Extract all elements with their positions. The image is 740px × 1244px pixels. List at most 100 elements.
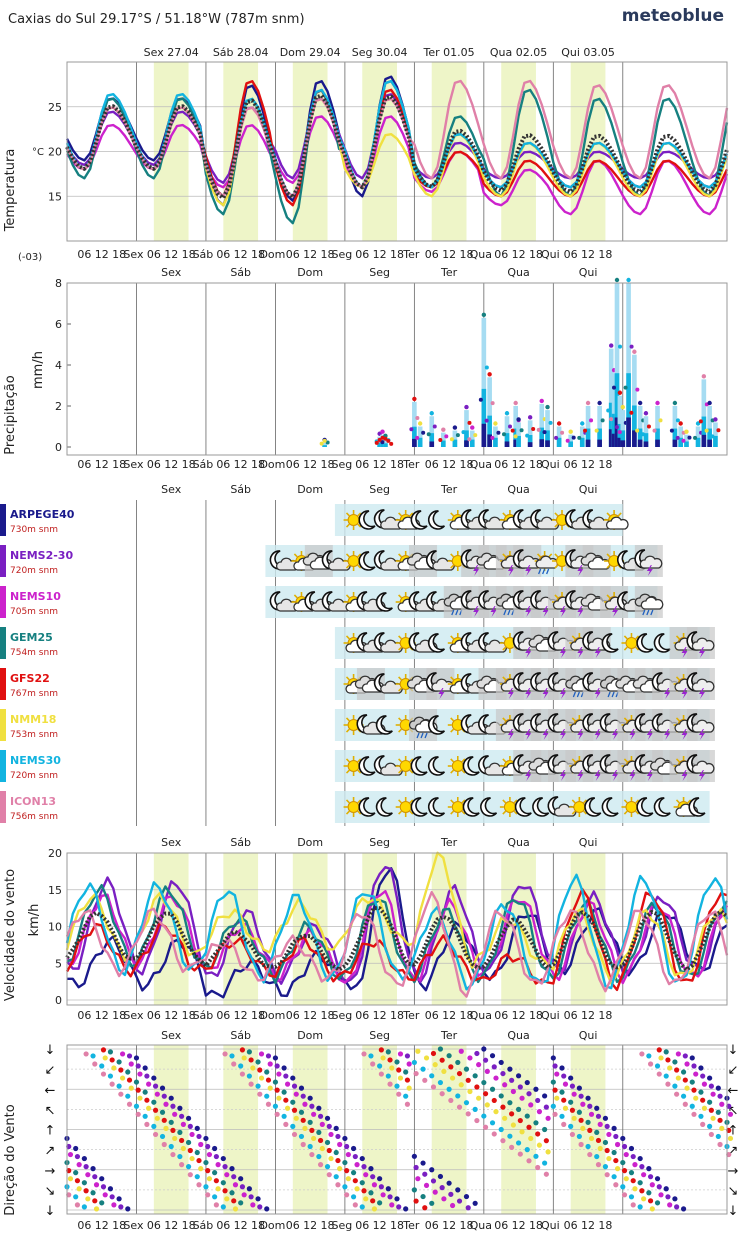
prec-hour-tick: 18	[112, 458, 126, 471]
dir-point	[491, 1131, 497, 1137]
temp-hour-tick: 06	[494, 248, 508, 261]
prec-point	[626, 277, 631, 283]
cloud-shape	[605, 516, 629, 530]
cloud-shape	[691, 760, 715, 774]
temp-series-nems10	[66, 115, 729, 216]
dir-arrow-left: ↗	[45, 1144, 56, 1159]
dir-point	[484, 1102, 490, 1108]
wind-hour-tick: 12	[442, 1009, 456, 1022]
rain-drop	[416, 732, 420, 739]
dir-point	[267, 1085, 273, 1091]
dir-point	[498, 1059, 504, 1066]
dir-point	[232, 1182, 239, 1188]
dir-point	[654, 1176, 661, 1182]
temp-day-tick: Ter	[402, 248, 420, 261]
wind-hour-tick: 12	[512, 1009, 526, 1022]
dir-point	[715, 1109, 721, 1115]
dir-point	[326, 1123, 332, 1129]
dir-point	[429, 1073, 435, 1079]
dir-point	[151, 1123, 157, 1129]
dir-point	[345, 1151, 351, 1158]
dir-point	[161, 1093, 167, 1099]
moon-icon	[532, 797, 550, 817]
prec-bar	[516, 422, 521, 447]
temp-frame	[66, 61, 728, 242]
dir-point	[74, 1178, 81, 1184]
wind-ytick: 5	[55, 957, 62, 970]
prec-bar-inner	[611, 413, 617, 447]
dir-point	[404, 1101, 411, 1107]
dir-day-tick: Sex	[123, 1219, 144, 1232]
prec-point	[484, 418, 489, 423]
dir-point	[324, 1164, 331, 1170]
dir-point	[307, 1095, 313, 1101]
bolt-shape	[490, 606, 497, 617]
model-elevation: 720m snm	[10, 566, 58, 576]
dir-point	[337, 1141, 343, 1148]
prec-point	[510, 428, 515, 433]
dir-point	[550, 1103, 556, 1109]
dir-hour-tick: 06	[286, 1219, 300, 1232]
dir-point	[231, 1174, 237, 1180]
dir-point	[196, 1133, 202, 1140]
prec-point	[713, 417, 718, 422]
dir-point	[693, 1095, 699, 1101]
dir-point	[535, 1097, 541, 1104]
dir-point	[81, 1180, 87, 1186]
prec-bar	[655, 406, 660, 447]
dir-point	[172, 1111, 178, 1117]
bolt-shape	[646, 729, 653, 740]
dir-point	[691, 1063, 697, 1069]
prec-frame	[66, 282, 728, 456]
moon-shape	[375, 797, 393, 817]
model-color-swatch	[0, 709, 6, 741]
dir-point	[128, 1085, 134, 1091]
dir-point	[179, 1113, 185, 1119]
dir-point	[163, 1101, 169, 1107]
prec-bar-inner	[672, 428, 678, 447]
wind-hour-tick: 12	[95, 1009, 109, 1022]
bolt-shape	[681, 770, 688, 781]
dir-point	[411, 1059, 417, 1066]
dir-point	[526, 1158, 532, 1164]
dir-arrow-right: →	[728, 1164, 739, 1179]
dir-point	[100, 1047, 107, 1053]
dir-point	[154, 1091, 160, 1097]
dir-point	[99, 1063, 105, 1069]
prec-point	[322, 438, 327, 443]
sun-ray	[357, 758, 362, 763]
sun-ray	[606, 564, 611, 569]
sun-ray	[293, 594, 298, 599]
prec-bar	[481, 317, 487, 447]
day-header: Seg 30.04	[352, 46, 408, 59]
dir-point	[302, 1125, 308, 1131]
dir-point	[154, 1115, 160, 1121]
prec-day-tick: Ter	[402, 458, 420, 471]
dir-point	[701, 1105, 708, 1111]
wind-hour-tick: 12	[234, 1009, 248, 1022]
sun-ray	[345, 717, 350, 722]
dir-point	[674, 1091, 680, 1097]
dir-point	[569, 1131, 576, 1138]
sun-ray	[606, 512, 611, 517]
bolt-shape	[525, 729, 532, 740]
rain-drop	[576, 691, 580, 698]
dir-point	[481, 1046, 487, 1052]
dir-point	[595, 1137, 602, 1144]
prec-day-tick: Sex	[123, 458, 144, 471]
dir-point	[300, 1141, 306, 1148]
sun-ray	[623, 717, 628, 722]
temp-day-tick: Sáb	[193, 248, 214, 261]
temp-hour-tick: 12	[234, 248, 248, 261]
dir-point	[449, 1075, 456, 1081]
dir-point	[489, 1120, 496, 1126]
dir-point	[474, 1084, 480, 1090]
temp-hour-tick: 18	[598, 248, 612, 261]
sun-ray	[623, 810, 628, 815]
dir-point	[463, 1100, 470, 1106]
dir-point	[248, 1194, 254, 1200]
wind-hour-tick: 18	[598, 1009, 612, 1022]
wind-day-tick: Qui	[541, 1009, 560, 1022]
dir-point	[205, 1143, 211, 1150]
dir-point	[641, 1196, 647, 1202]
